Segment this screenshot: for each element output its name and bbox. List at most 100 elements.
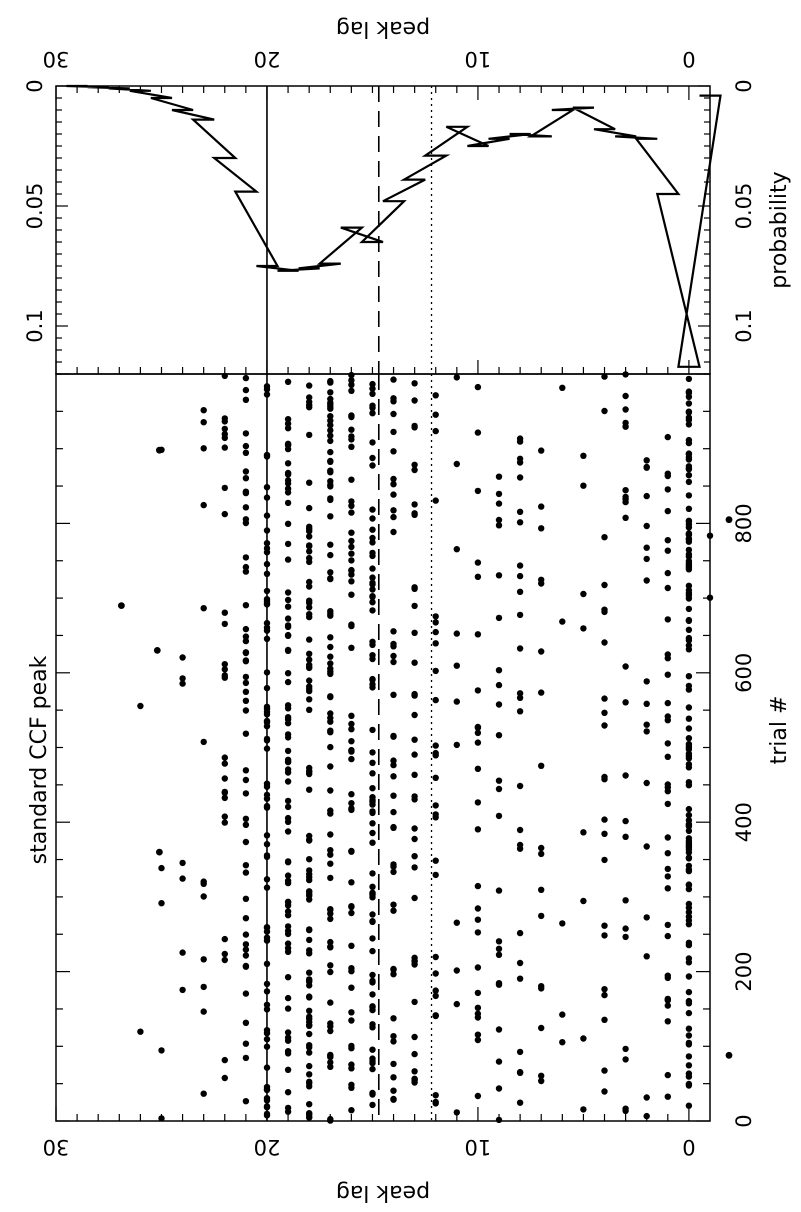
scatter-point [474,687,482,694]
scatter-point [327,422,334,429]
scatter-point [516,611,524,619]
scatter-point [685,811,693,819]
scatter-point-outlier [156,848,163,856]
scatter-point [263,745,271,752]
scatter-point [306,1062,313,1070]
scatter-point [369,918,376,925]
scatter-point [306,394,313,401]
scatter-point [284,556,292,563]
scatter-point [685,835,693,842]
scatter-point [284,814,292,822]
scatter-point [284,499,292,507]
scatter-point [685,900,693,908]
scatter-point [158,1047,165,1054]
scatter-point [263,596,271,603]
scatter-point [495,785,503,793]
scatter-point [580,590,587,598]
scatter-point [348,1009,355,1016]
scatter-point [179,680,186,687]
scatter-point [327,943,334,950]
scatter-point [221,609,228,616]
scatter-point [263,1064,271,1071]
scatter-point [685,881,693,888]
scatter-point [263,391,271,398]
scatter-point [411,736,418,743]
scatter-point [242,990,250,997]
scatter-point [284,416,292,423]
scatter-point [327,714,334,722]
scatter-point [327,1063,334,1071]
scatter-point [327,643,334,651]
histogram-bars [66,84,722,368]
scatter-point [306,583,313,590]
scatter-point [242,962,250,970]
scatter-point [411,1050,418,1058]
scatter-point [284,485,292,492]
scatter-point [432,497,439,504]
scatter-point [411,690,418,698]
scatter-point [538,525,545,532]
scatter-point [664,1093,671,1100]
scatter-point [242,895,250,902]
scatter-point [601,722,608,729]
scatter-point [390,761,397,769]
scatter-point [263,980,271,988]
scatter-point [369,515,376,522]
scatter-point [643,463,650,471]
scatter-point [369,599,376,606]
scatter-point [495,887,503,894]
scatter-point [284,702,292,709]
scatter-point [622,925,629,932]
scatter-point [390,513,397,521]
scatter-point [284,603,292,610]
scatter-point [685,414,693,421]
scatter-point [221,1074,228,1082]
scatter-point [348,387,355,394]
scatter-point [263,635,271,642]
scatter-ticks: 0 200 400 600 800 0 10 20 30 [43,373,756,1159]
scatter-lag-tick-label: 10 [465,1135,492,1159]
scatter-point [263,960,271,967]
scatter-point [306,1101,313,1108]
scatter-point [495,938,503,945]
scatter-point [495,777,503,784]
scatter-point [432,871,439,879]
scatter-point [306,1049,313,1056]
scatter-point [137,1028,144,1035]
scatter-point [643,779,650,787]
scatter-point [348,498,355,505]
scatter-point [284,678,292,686]
scatter-point [369,870,376,877]
scatter-point [411,751,418,758]
scatter-point [390,823,397,831]
scatter-point [685,761,693,768]
scatter-point [580,625,587,632]
histogram-panel: 0 10 20 30 0 0 0.05 0.05 0.1 0.1 peak lag probabi… [23,16,792,375]
scatter-point [516,508,524,515]
scatter-point [327,569,334,576]
scatter-point [369,534,376,542]
scatter-point [369,1021,376,1028]
scatter-point [685,725,693,732]
scatter-point [432,774,439,781]
histogram-prob-tick-label-right: 0.05 [732,183,756,230]
scatter-point [622,419,629,427]
scatter-points [118,371,733,1124]
scatter-point [516,959,524,967]
scatter-point [643,728,650,735]
histogram-prob-tick-label-right: 0 [732,79,756,92]
scatter-point [664,972,671,979]
scatter-point [348,566,355,574]
scatter-point [221,672,228,679]
scatter-point [369,454,376,462]
scatter-point [664,873,671,880]
scatter-point [263,924,271,931]
scatter-point [348,800,355,807]
scatter-point [390,792,397,799]
scatter-point [643,577,650,584]
scatter-point [643,457,650,464]
scatter-point [263,988,271,995]
scatter-point [369,749,376,756]
scatter-point [348,712,355,719]
scatter-point [432,411,439,418]
